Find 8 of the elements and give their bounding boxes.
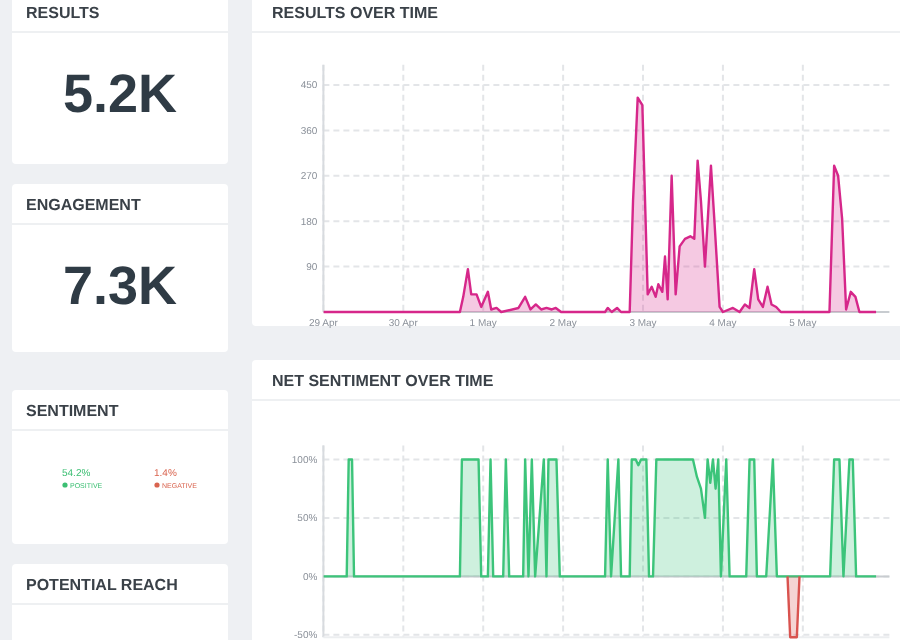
chart-title: NET SENTIMENT OVER TIME (272, 372, 495, 390)
text: ENGAGEMENT (26, 196, 141, 214)
chart-title: RESULTS OVER TIME (272, 4, 440, 22)
text: POTENTIAL REACH (26, 576, 179, 594)
text: 5.2K (62, 64, 179, 124)
text: SENTIMENT (26, 402, 119, 420)
text: RESULTS (26, 4, 101, 22)
text: 7.3K (62, 256, 179, 316)
